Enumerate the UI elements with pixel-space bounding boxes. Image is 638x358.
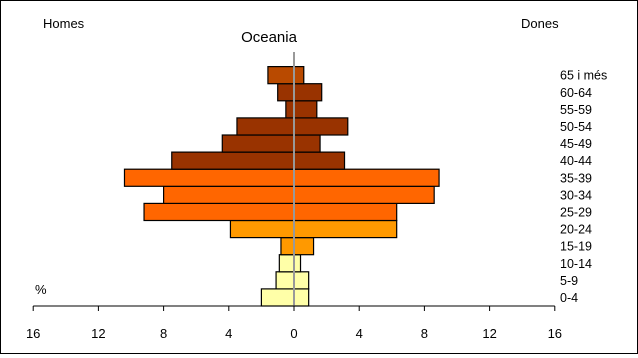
x-tick-label: 12 bbox=[91, 326, 105, 341]
bar-homes-50-54 bbox=[236, 117, 295, 136]
category-label: 15-19 bbox=[560, 240, 592, 254]
x-tick-label: 4 bbox=[225, 326, 232, 341]
bar-homes-55-59 bbox=[285, 100, 295, 119]
category-label: 55-59 bbox=[560, 103, 592, 117]
category-label: 25-29 bbox=[560, 205, 592, 219]
category-label: 65 i més bbox=[560, 69, 607, 83]
bar-dones-5-9 bbox=[293, 271, 310, 290]
bar-homes-10-14 bbox=[278, 254, 295, 273]
bar-dones-15-19 bbox=[293, 237, 315, 256]
bar-homes-5-9 bbox=[275, 271, 295, 290]
right-axis-label: Dones bbox=[521, 16, 559, 31]
bar-homes-0-4 bbox=[260, 288, 295, 307]
category-label: 45-49 bbox=[560, 137, 592, 151]
category-label: 50-54 bbox=[560, 120, 592, 134]
x-tick-label: 8 bbox=[421, 326, 428, 341]
bar-dones-0-4 bbox=[293, 288, 310, 307]
bar-dones-55-59 bbox=[293, 100, 318, 119]
bar-dones-40-44 bbox=[293, 151, 346, 170]
bar-homes-65-i-més bbox=[267, 65, 295, 85]
bar-dones-25-29 bbox=[293, 202, 398, 222]
bar-dones-20-24 bbox=[293, 219, 398, 239]
bar-dones-45-49 bbox=[293, 134, 321, 153]
bars-group bbox=[123, 52, 440, 307]
bar-homes-25-29 bbox=[143, 202, 295, 222]
category-label: 35-39 bbox=[560, 171, 592, 185]
bar-dones-60-64 bbox=[293, 83, 323, 102]
x-tick-label: 16 bbox=[548, 326, 562, 341]
category-labels: 0-4 5-9 10-14 15-19 20-24 25-29 30-34 35-39 40-4… bbox=[560, 69, 607, 305]
bar-homes-45-49 bbox=[221, 134, 295, 153]
category-label: 40-44 bbox=[560, 154, 592, 168]
bar-homes-60-64 bbox=[277, 83, 295, 102]
bar-dones-30-34 bbox=[293, 185, 435, 205]
x-tick-label: 16 bbox=[26, 326, 40, 341]
x-tick-label: 0 bbox=[290, 326, 297, 341]
category-label: 60-64 bbox=[560, 86, 592, 100]
bar-homes-35-39 bbox=[123, 168, 295, 187]
chart-title: Oceania bbox=[241, 29, 298, 46]
bar-dones-35-39 bbox=[293, 168, 440, 187]
x-tick-label: 8 bbox=[160, 326, 167, 341]
x-tick-label: 4 bbox=[356, 326, 363, 341]
bar-homes-40-44 bbox=[171, 151, 295, 170]
x-axis: 16 12 8 4 0 4 8 12 16 bbox=[26, 305, 562, 341]
left-axis-label: Homes bbox=[43, 16, 85, 31]
bar-homes-15-19 bbox=[280, 237, 295, 256]
category-label: 0-4 bbox=[560, 291, 578, 305]
bar-homes-20-24 bbox=[229, 219, 295, 239]
bar-dones-50-54 bbox=[293, 117, 349, 136]
category-label: 10-14 bbox=[560, 257, 592, 271]
bar-dones-65-i-més bbox=[293, 65, 305, 85]
category-label: 30-34 bbox=[560, 188, 592, 202]
x-tick-label: 12 bbox=[482, 326, 496, 341]
category-label: 20-24 bbox=[560, 223, 592, 237]
bar-homes-30-34 bbox=[163, 185, 295, 205]
percent-unit-label: % bbox=[35, 282, 47, 297]
category-label: 5-9 bbox=[560, 274, 578, 288]
